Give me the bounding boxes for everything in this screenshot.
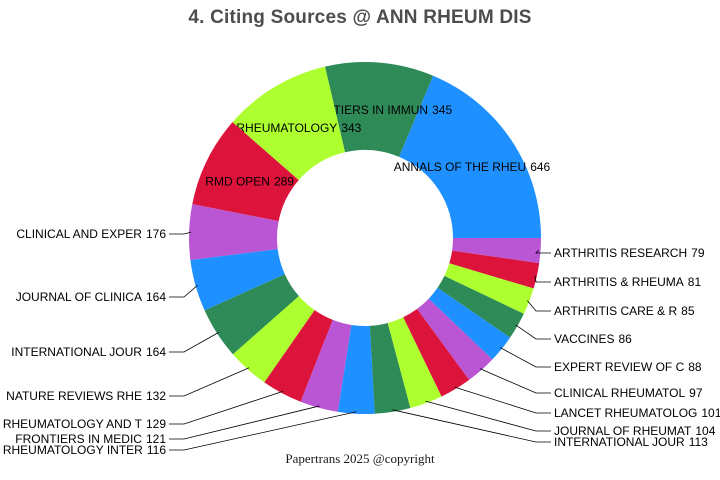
donut-slice-5 [190,249,285,311]
slice-label-15: EXPERT REVIEW OF C 88 [554,360,702,374]
donut-slice-9 [300,319,352,412]
slice-label-12: JOURNAL OF RHEUMAT 104 [554,424,716,438]
donut-slice-16 [437,275,524,338]
slice-label-16: VACCINES 86 [554,332,632,346]
slice-label-3: RMD OPEN 289 [205,174,294,188]
slice-label-9: FRONTIERS IN MEDIC 121 [15,432,166,446]
copyright-footer: Papertrans 2025 @copyright [285,451,435,466]
slice-label-8: RHEUMATOLOGY AND T 129 [3,417,167,431]
leader-line-12 [425,400,551,432]
slice-label-13: LANCET RHEUMATOLOG 101 [554,406,720,420]
chart-title: 4. Citing Sources @ ANN RHEUM DIS [188,7,532,28]
leader-line-10 [169,411,357,451]
donut-slice-3 [192,122,299,222]
slice-label-14: CLINICAL RHEUMATOL 97 [554,386,703,400]
leader-line-18 [534,275,551,283]
slice-label-18: ARTHRITIS & RHEUMA 81 [554,275,701,289]
donut-slice-11 [369,323,411,414]
donut-slice-2 [232,66,345,181]
donut-slice-13 [403,308,470,397]
donut-slice-10 [337,324,375,415]
leader-line-4 [169,231,192,235]
slice-label-0: ANNALS OF THE RHEU 646 [394,160,551,174]
donut-slice-6 [204,274,299,355]
slice-label-10: RHEUMATOLOGY INTER 116 [3,443,166,457]
slice-label-7: NATURE REVIEWS RHE 132 [6,389,166,403]
donut-slice-7 [232,296,315,383]
leader-line-17 [527,300,551,312]
slice-label-6: INTERNATIONAL JOUR 164 [11,345,166,359]
slice-label-5: JOURNAL OF CLINICA 164 [16,290,167,304]
slice-label-19: ARTHRITIS RESEARCH 79 [554,246,705,260]
leader-line-6 [169,332,219,353]
slice-label-4: CLINICAL AND EXPER 176 [16,227,166,241]
slice-label-2: RHEUMATOLOGY 343 [236,121,361,135]
leader-line-15 [499,347,551,368]
leader-line-14 [479,368,551,394]
donut-slice-12 [387,317,442,409]
leader-line-9 [169,405,320,440]
donut-slice-8 [264,310,333,402]
leader-line-11 [392,409,551,443]
leader-line-5 [169,284,198,298]
donut-slice-17 [444,263,534,314]
donut-slice-15 [428,287,511,360]
donut-slice-0 [399,75,542,239]
leader-line-19 [535,250,551,254]
leader-line-16 [515,324,551,340]
donut-slice-19 [452,238,541,264]
slice-label-11: INTERNATIONAL JOUR 113 [554,435,708,449]
donut-slice-14 [417,298,493,380]
leader-line-8 [169,391,283,425]
donut-slice-18 [449,250,540,289]
leader-line-7 [169,367,250,397]
leader-line-13 [454,386,551,414]
donut-slice-4 [188,204,279,261]
slice-label-17: ARTHRITIS CARE & R 85 [554,304,695,318]
donut-slice-1 [324,62,434,157]
